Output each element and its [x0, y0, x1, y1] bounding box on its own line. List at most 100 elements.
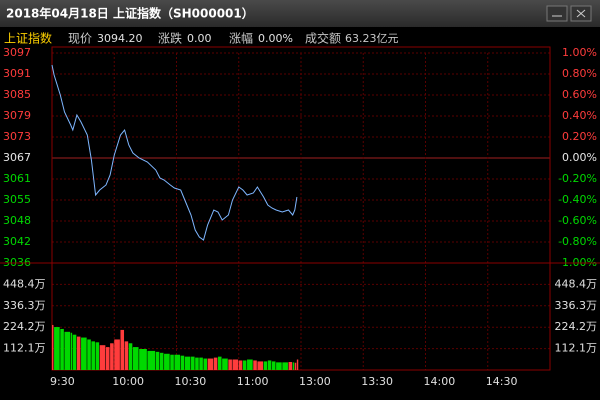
volume-bar	[294, 362, 297, 370]
volume-bar	[76, 336, 81, 370]
y-tick-label: 3073	[3, 130, 31, 143]
title-bar	[0, 0, 600, 27]
volume-tick-label: 112.1万	[555, 342, 598, 355]
volume-bar	[52, 324, 54, 370]
info-label: 现价	[68, 32, 92, 46]
volume-bar	[271, 361, 276, 370]
volume-bar	[105, 347, 110, 370]
volume-bar	[242, 360, 247, 370]
volume-bar	[128, 343, 133, 370]
price-line	[51, 64, 298, 241]
minimize-button[interactable]	[546, 5, 568, 22]
x-tick-label: 14:30	[486, 375, 518, 388]
volume-bar	[120, 329, 125, 370]
x-tick-label: 14:00	[424, 375, 456, 388]
x-tick-label: 13:30	[361, 375, 393, 388]
x-tick-label: 11:00	[237, 375, 269, 388]
x-tick-label: 9:30	[50, 375, 75, 388]
y2-tick-label: 0.80%	[562, 67, 597, 80]
y2-tick-label: -0.80%	[558, 235, 597, 248]
y-tick-label: 3097	[3, 46, 31, 59]
volume-tick-label: 224.2万	[3, 320, 46, 333]
volume-bar	[170, 354, 174, 370]
volume-bar	[213, 357, 218, 370]
y-tick-label: 3048	[3, 214, 31, 227]
x-tick-label: 13:00	[299, 375, 331, 388]
volume-bar	[70, 332, 73, 370]
info-value: 0.00%	[258, 32, 293, 45]
volume-bar	[257, 361, 264, 370]
y-tick-label: 3061	[3, 172, 31, 185]
volume-bar	[267, 360, 272, 370]
volume-bar	[180, 355, 185, 370]
y-tick-label: 3042	[3, 235, 31, 248]
volume-bar	[238, 360, 243, 370]
volume-bar	[147, 350, 156, 370]
volume-bar	[296, 359, 299, 370]
info-value: 0.00	[187, 32, 212, 45]
close-icon	[576, 9, 586, 18]
y2-tick-label: 0.60%	[562, 88, 597, 101]
volume-bar	[159, 352, 164, 370]
volume-bar	[203, 358, 208, 370]
volume-bar	[132, 347, 139, 370]
volume-tick-label: 224.2万	[555, 320, 598, 333]
volume-bar	[282, 362, 288, 370]
volume-bar	[164, 353, 170, 370]
volume-bar	[64, 331, 71, 370]
volume-bar	[184, 356, 191, 370]
index-name: 上证指数	[4, 31, 52, 46]
x-tick-label: 10:00	[112, 375, 144, 388]
volume-bar	[110, 343, 114, 370]
y-tick-label: 3091	[3, 67, 31, 80]
volume-bar	[114, 339, 120, 370]
volume-bar	[195, 357, 199, 370]
volume-bar	[228, 359, 232, 370]
volume-bar	[218, 356, 222, 370]
info-label: 涨跌	[158, 31, 182, 46]
x-tick-label: 10:30	[175, 375, 207, 388]
y2-tick-label: 0.40%	[562, 109, 597, 122]
plot: 3036304230483055306130673073307930853091…	[0, 46, 600, 388]
volume-bar	[263, 361, 268, 370]
y2-tick-label: 0.00%	[562, 151, 597, 164]
volume-bar	[81, 337, 87, 370]
volume-tick-label: 448.4万	[555, 277, 598, 290]
info-label: 成交额	[305, 31, 341, 46]
volume-bar	[253, 360, 257, 370]
y2-tick-label: 1.00%	[562, 46, 597, 59]
volume-tick-label: 336.3万	[555, 299, 598, 312]
volume-bar	[72, 334, 77, 370]
volume-bar	[54, 327, 60, 370]
volume-bar	[139, 349, 147, 370]
y-tick-label: 3067	[3, 151, 31, 164]
info-label: 涨幅	[229, 31, 253, 46]
volume-bar	[60, 328, 64, 370]
volume-bar	[199, 357, 203, 370]
plot-frame	[51, 46, 551, 371]
y2-tick-label: -0.60%	[558, 214, 597, 227]
y2-tick-label: 0.20%	[562, 130, 597, 143]
volume-bar	[99, 345, 106, 370]
volume-bar	[222, 358, 228, 370]
volume-bar	[91, 341, 95, 370]
y-tick-label: 3055	[3, 193, 31, 206]
info-value: 63.23亿元	[345, 32, 399, 45]
volume-tick-label: 112.1万	[3, 342, 46, 355]
y-tick-label: 3079	[3, 109, 31, 122]
volume-bar	[155, 351, 160, 370]
volume-bar	[247, 359, 253, 370]
y2-tick-label: -0.20%	[558, 172, 597, 185]
volume-bar	[292, 362, 295, 370]
volume-bar	[124, 341, 129, 370]
window-title: 2018年04月18日 上证指数（SH000001）	[6, 6, 254, 21]
volume-bar	[191, 356, 195, 370]
volume-bar	[232, 359, 239, 370]
volume-bar	[276, 362, 282, 370]
volume-bar	[95, 342, 100, 370]
volume-bar	[174, 354, 181, 370]
volume-tick-label: 448.4万	[3, 277, 46, 290]
info-value: 3094.20	[97, 32, 143, 45]
